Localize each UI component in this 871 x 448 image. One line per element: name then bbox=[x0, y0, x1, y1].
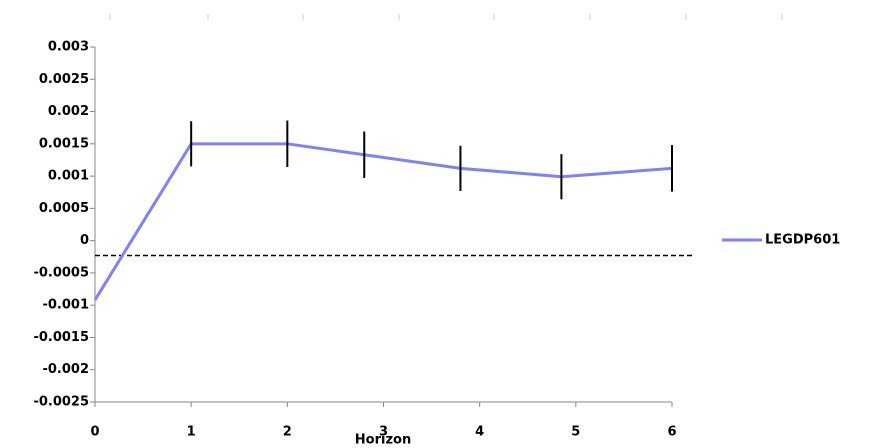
y-tick-label: 0.003 bbox=[48, 40, 89, 55]
x-tick-label: 6 bbox=[667, 425, 676, 440]
y-tick-label: 0.002 bbox=[48, 104, 89, 119]
y-tick-label: 0.0005 bbox=[39, 201, 89, 216]
x-tick-label: 0 bbox=[90, 425, 99, 440]
y-tick-label: 0.001 bbox=[48, 169, 89, 184]
y-tick-label: -0.001 bbox=[42, 298, 89, 313]
x-tick-label: 3 bbox=[379, 425, 388, 440]
x-tick-label: 2 bbox=[283, 425, 292, 440]
y-tick-label: 0 bbox=[80, 233, 89, 248]
y-tick-label: 0.0015 bbox=[39, 136, 89, 151]
x-tick-label: 1 bbox=[187, 425, 196, 440]
x-tick-label: 5 bbox=[571, 425, 580, 440]
line bbox=[93, 142, 673, 301]
y-tick-label: 0.0025 bbox=[39, 72, 89, 87]
y-tick-label: -0.0015 bbox=[33, 330, 89, 345]
y-tick-label: -0.0025 bbox=[33, 395, 89, 410]
legend-label: LEGDP601 bbox=[765, 233, 840, 248]
x-tick-label: 4 bbox=[475, 425, 484, 440]
y-tick-label: -0.002 bbox=[42, 362, 89, 377]
y-tick-label: -0.0005 bbox=[33, 265, 89, 280]
x-axis-label: Horizon bbox=[355, 433, 411, 448]
top-decoration bbox=[109, 14, 783, 20]
